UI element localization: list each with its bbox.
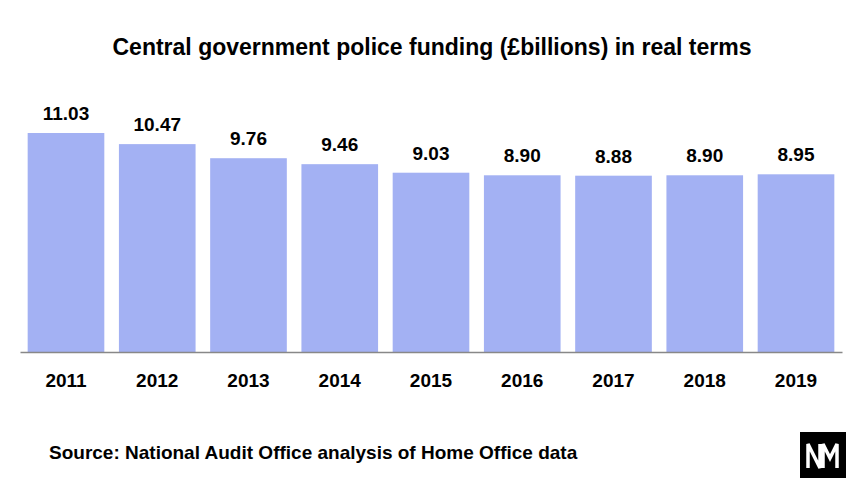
logo (800, 432, 846, 478)
x-tick-label: 2016 (501, 370, 543, 391)
title: Central government police funding (£bill… (113, 34, 752, 60)
x-tick: 2013 (227, 352, 269, 391)
data-labels: 11.03 10.47 9.76 9.46 9.03 8.90 8.88 8.90 8.95 (43, 103, 815, 167)
x-tick: 2011 (45, 352, 87, 391)
data-label: 9.03 (413, 143, 450, 164)
data-label: 8.90 (686, 145, 723, 166)
chart: Central government police funding (£bill… (0, 0, 864, 495)
logo-box (800, 432, 846, 478)
x-tick: 2012 (136, 352, 178, 391)
x-tick: 2018 (684, 352, 726, 391)
logo-mark (808, 444, 837, 468)
source: Source: National Audit Office analysis o… (49, 442, 578, 463)
bar (666, 175, 743, 352)
x-tick: 2014 (319, 352, 362, 391)
bar (575, 176, 652, 352)
bar (301, 164, 378, 352)
bars (28, 133, 835, 352)
x-tick-label: 2019 (775, 370, 817, 391)
x-tick: 2017 (592, 352, 634, 391)
x-tick-label: 2012 (136, 370, 178, 391)
x-axis: 2011 2012 2013 2014 2015 2016 2017 2018 2019 (21, 352, 843, 391)
data-label: 9.46 (321, 134, 358, 155)
x-tick: 2016 (501, 352, 543, 391)
x-axis-line (21, 352, 843, 354)
bar (393, 173, 470, 352)
bar (484, 175, 561, 352)
data-label: 11.03 (43, 103, 90, 124)
x-tick-label: 2017 (592, 370, 634, 391)
data-label: 8.90 (504, 145, 541, 166)
x-tick: 2019 (775, 352, 817, 391)
x-tick-label: 2011 (45, 370, 87, 391)
x-tick-label: 2014 (319, 370, 362, 391)
bar (119, 144, 196, 352)
data-label: 8.88 (595, 146, 632, 167)
x-tick-label: 2015 (410, 370, 453, 391)
bar (210, 158, 287, 352)
data-label: 9.76 (230, 128, 267, 149)
bar (758, 174, 835, 352)
data-label: 10.47 (133, 114, 181, 135)
bar (28, 133, 105, 352)
data-label: 8.95 (778, 144, 815, 165)
x-tick: 2015 (410, 352, 453, 391)
x-tick-label: 2013 (227, 370, 269, 391)
x-tick-label: 2018 (684, 370, 726, 391)
